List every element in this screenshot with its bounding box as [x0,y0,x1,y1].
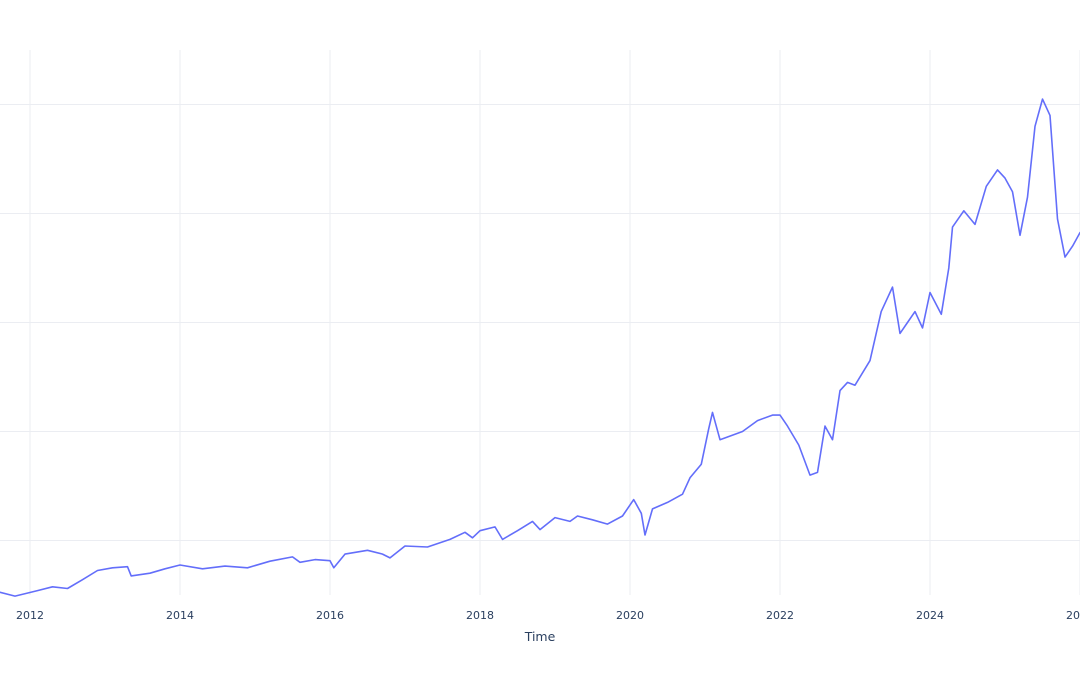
x-tick-labels: 2012 2014 2016 2018 2020 2022 2024 2026 [16,609,1080,622]
x-axis-title: Time [524,629,556,644]
x-tick-label: 2018 [466,609,494,622]
x-tick-label: 2016 [316,609,344,622]
series-line [0,98,1080,597]
x-tick-label: 2024 [916,609,944,622]
x-tick-label: 2014 [166,609,194,622]
x-tick-label: 2020 [616,609,644,622]
x-tick-label: 2026 [1066,609,1080,622]
x-tick-label: 2012 [16,609,44,622]
x-tick-label: 2022 [766,609,794,622]
y-gridlines [0,104,1080,541]
